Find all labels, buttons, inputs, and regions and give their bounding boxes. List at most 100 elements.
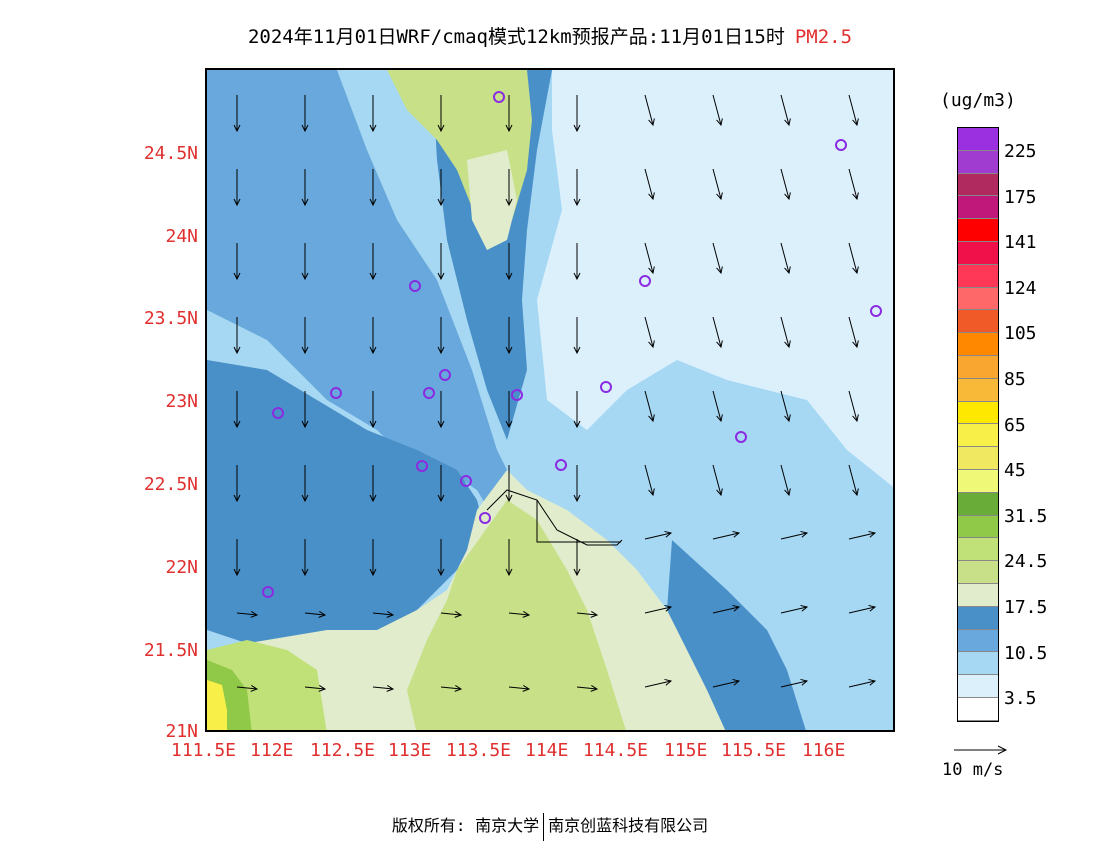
wind-arrow [780,94,790,126]
legend-swatch [958,287,998,311]
wind-arrow [848,464,858,496]
wind-arrow-head [233,420,241,429]
lon-label-112: 112E [250,740,294,761]
station-marker[interactable] [600,381,612,393]
wind-arrow-head [732,530,741,538]
wind-arrow-head [369,272,377,281]
map-title: 2024年11月01日WRF/cmaq模式12km预报产品:11月01日15时 P… [0,22,1100,49]
wind-arrow-head [505,198,513,207]
station-marker[interactable] [511,389,523,401]
wind-arrow [712,532,740,540]
lon-label-113.5: 113.5E [446,740,512,761]
station-marker[interactable] [262,586,274,598]
wind-arrow [848,606,876,614]
wind-arrow [780,390,790,422]
wind-arrow-head [250,610,259,618]
wind-arrow-head [800,604,809,612]
station-marker[interactable] [423,387,435,399]
map-panel[interactable] [205,68,895,732]
legend-swatch [958,378,998,402]
wind-arrow-head [369,198,377,207]
wind-arrow-head [573,272,581,281]
wind-arrow [712,94,722,126]
wind-arrow [848,94,858,126]
wind-arrow-head [437,568,445,577]
wind-arrow [712,390,722,422]
wind-arrow [644,168,654,200]
wind-arrow-head [437,272,445,281]
wind-arrow-head [800,678,809,686]
wind-arrow-head [301,198,309,207]
wind-arrow [644,680,672,688]
station-marker[interactable] [272,407,284,419]
station-marker[interactable] [735,431,747,443]
station-marker[interactable] [409,280,421,292]
wind-arrow-head [301,494,309,503]
wind-key-label: 10 m/s [942,760,1004,780]
lon-label-115: 115E [664,740,708,761]
station-marker[interactable] [439,369,451,381]
station-marker[interactable] [460,475,472,487]
lat-label-23: 23N [165,391,198,412]
title-variable: PM2.5 [794,26,853,48]
legend-swatch [958,629,998,653]
wind-arrow [780,680,808,688]
wind-arrow [780,606,808,614]
lon-label-112.5: 112.5E [310,740,376,761]
legend-swatch [958,150,998,174]
wind-arrow [848,532,876,540]
wind-arrow-head [784,488,791,497]
station-marker[interactable] [493,91,505,103]
wind-arrow-head [522,610,531,618]
hong-kong-boundary [536,500,621,543]
legend-label: 225 [1004,141,1037,162]
wind-arrow-head [590,684,599,692]
wind-arrow-head [573,124,581,133]
wind-arrow-head [301,124,309,133]
wind-arrow-head [732,604,741,612]
station-marker[interactable] [479,512,491,524]
wind-arrow-head [648,266,655,275]
title-main: 2024年11月01日WRF/cmaq模式12km预报产品:11月01日15时 [247,26,785,48]
wind-arrow-head [505,420,513,429]
wind-arrow-head [437,124,445,133]
legend-label: 10.5 [1004,642,1048,664]
wind-arrow-head [250,684,259,692]
lat-label-24.5: 24.5N [143,143,198,164]
wind-arrow-head [573,346,581,355]
station-marker[interactable] [555,459,567,471]
wind-arrow [644,464,654,496]
field-10.5-17.5-west [207,70,542,590]
station-marker[interactable] [835,139,847,151]
wind-arrow-head [437,420,445,429]
pm25-concentration-map [207,70,893,730]
wind-arrow-head [233,568,241,577]
wind-arrow [304,612,326,616]
wind-arrow [712,606,740,614]
legend-swatch [958,219,998,242]
wind-arrow-head [437,198,445,207]
legend-swatch [958,241,998,265]
copyright-text: 版权所有: 南京大学 [391,816,540,835]
station-marker[interactable] [870,305,882,317]
wind-arrow-head [233,198,241,207]
wind-arrow [508,686,530,690]
legend-swatch [958,538,998,562]
station-marker[interactable] [639,275,651,287]
station-marker[interactable] [330,387,342,399]
wind-arrow-head [318,684,327,692]
wind-arrow-head [648,118,655,127]
wind-arrow-head [522,684,531,692]
legend-swatch [958,492,998,516]
wind-arrow-head [648,488,655,497]
wind-arrow-head [648,414,655,423]
wind-arrow-head [852,192,859,201]
station-marker[interactable] [416,460,428,472]
wind-arrow-head [386,610,395,618]
wind-arrow [236,686,258,690]
wind-arrow-head [716,118,723,127]
legend-swatch [958,401,998,425]
legend-swatch [958,561,998,584]
color-legend [957,127,999,722]
wind-arrow [644,94,654,126]
